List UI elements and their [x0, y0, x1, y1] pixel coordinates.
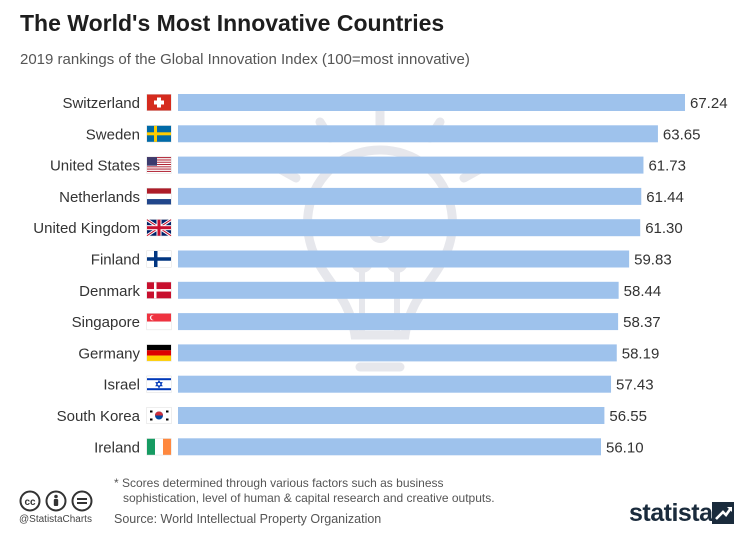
flag-ireland-icon	[146, 438, 172, 456]
bar	[178, 187, 642, 205]
bar-row: Singapore 58.37	[72, 313, 661, 331]
bar	[178, 125, 658, 143]
bar	[178, 375, 612, 393]
bar-row: Germany 58.19	[78, 344, 659, 362]
flag-united-kingdom-icon	[146, 218, 172, 237]
category-label: United Kingdom	[33, 220, 140, 237]
bar-row: Ireland 56.10	[94, 438, 644, 456]
category-label: Sweden	[86, 126, 140, 143]
data-label: 61.44	[646, 189, 684, 206]
category-label: United States	[50, 158, 140, 175]
flag-finland-icon	[146, 250, 172, 268]
flag-singapore-icon	[146, 313, 172, 331]
data-label: 57.43	[616, 377, 654, 394]
data-label: 63.65	[663, 126, 701, 143]
data-label: 58.44	[624, 283, 662, 300]
no-derivatives-icon	[71, 490, 93, 512]
bar	[178, 219, 641, 237]
data-label: 61.30	[645, 220, 683, 237]
category-label: South Korea	[57, 408, 141, 425]
bar	[178, 438, 602, 456]
bar-row: South Korea 56.55	[57, 407, 647, 425]
data-label: 56.10	[606, 439, 644, 456]
statista-logo-icon	[712, 502, 734, 524]
flag-netherlands-icon	[146, 187, 172, 205]
flag-denmark-icon	[146, 281, 172, 299]
bar-row: United States 61.73	[50, 156, 686, 175]
bar-row: Sweden 63.65	[86, 125, 701, 143]
bar-chart: Switzerland 67.24 Sweden 63.65 United States…	[33, 94, 728, 456]
category-label: Germany	[78, 345, 140, 362]
bar	[178, 407, 605, 424]
lightbulb-icon	[261, 100, 499, 388]
bar	[178, 250, 630, 268]
bar-row: Israel 57.43	[103, 375, 654, 394]
flag-south-korea-icon	[146, 407, 172, 424]
category-label: Netherlands	[59, 189, 140, 206]
bar	[178, 94, 685, 111]
bar-row: Finland 59.83	[91, 250, 672, 269]
data-label: 61.73	[648, 158, 686, 175]
chart-subtitle: 2019 rankings of the Global Innovation I…	[20, 51, 470, 68]
svg-text:cc: cc	[24, 497, 36, 508]
bar	[178, 156, 644, 174]
bar-row: Netherlands 61.44	[59, 187, 684, 206]
source-text: Source: World Intellectual Property Orga…	[114, 512, 382, 526]
data-label: 67.24	[690, 95, 728, 112]
flag-israel-icon	[146, 375, 172, 393]
bar-row: United Kingdom 61.30	[33, 218, 683, 237]
data-label: 59.83	[634, 252, 672, 269]
category-label: Singapore	[72, 314, 140, 331]
data-label: 58.19	[622, 345, 660, 362]
flag-switzerland-icon	[146, 94, 172, 111]
footnote: * Scores determined through various fact…	[114, 476, 495, 506]
category-label: Denmark	[79, 283, 140, 300]
category-label: Ireland	[94, 439, 140, 456]
category-label: Switzerland	[62, 95, 140, 112]
category-label: Finland	[91, 252, 140, 269]
flag-sweden-icon	[146, 125, 172, 143]
bar	[178, 281, 619, 299]
bar-row: Switzerland 67.24	[62, 94, 728, 112]
attribution-icon	[45, 490, 67, 512]
footnote-line-1: * Scores determined through various fact…	[114, 476, 444, 490]
bar	[178, 313, 619, 331]
bar	[178, 344, 617, 362]
flag-united-states-icon	[146, 156, 172, 174]
chart-title: The World's Most Innovative Countries	[20, 10, 445, 36]
cc-icon: cc	[19, 490, 41, 512]
flag-germany-icon	[146, 344, 172, 362]
license-icons: cc	[19, 490, 93, 512]
data-label: 58.37	[623, 314, 661, 331]
statista-logo: statista	[629, 499, 713, 527]
category-label: Israel	[103, 377, 140, 394]
bar-row: Denmark 58.44	[79, 281, 662, 300]
data-label: 56.55	[609, 408, 647, 425]
twitter-handle: @StatistaCharts	[19, 514, 92, 525]
footnote-line-2: sophistication, level of human & capital…	[123, 491, 495, 505]
